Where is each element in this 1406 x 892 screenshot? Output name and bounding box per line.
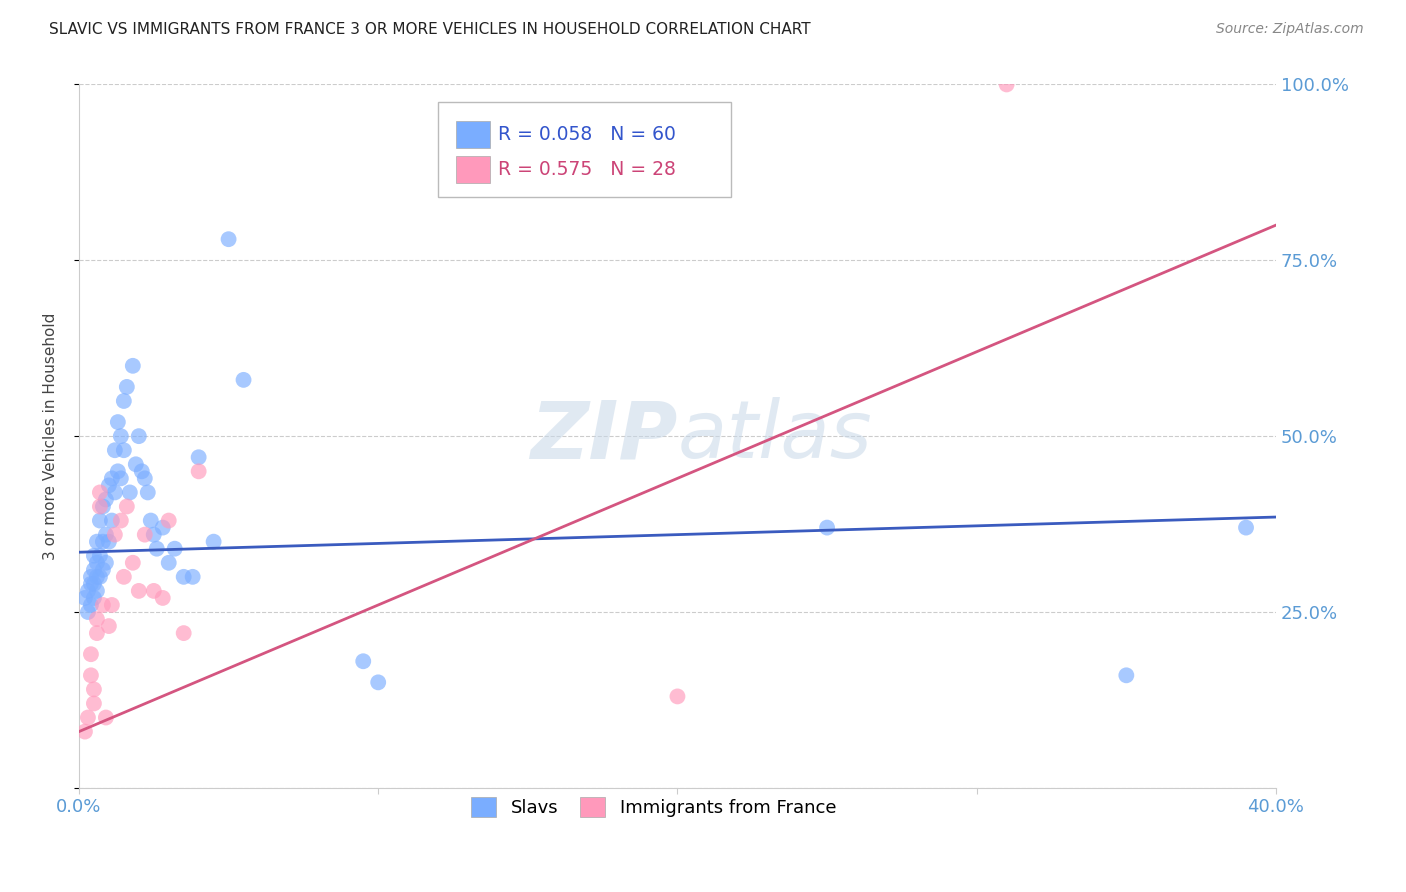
Point <box>145 541 167 556</box>
Point <box>73 724 96 739</box>
Point <box>94 527 117 541</box>
Point <box>89 570 111 584</box>
Point <box>77 605 100 619</box>
Point <box>157 514 180 528</box>
Point <box>83 591 105 605</box>
Point <box>121 556 143 570</box>
Point <box>77 583 100 598</box>
Point <box>107 415 129 429</box>
Point <box>202 534 225 549</box>
Point <box>89 500 111 514</box>
Point <box>77 710 100 724</box>
Point <box>104 527 127 541</box>
Point <box>173 570 195 584</box>
Point <box>128 583 150 598</box>
Point <box>163 541 186 556</box>
Point <box>134 527 156 541</box>
Point <box>89 514 111 528</box>
Point <box>80 570 103 584</box>
Bar <box>456 121 489 148</box>
Point <box>91 598 114 612</box>
Point <box>73 591 96 605</box>
Point <box>134 471 156 485</box>
Point <box>181 570 204 584</box>
Point <box>218 232 240 246</box>
Point <box>101 514 124 528</box>
Point <box>112 570 135 584</box>
Point <box>83 682 105 697</box>
Point <box>118 485 141 500</box>
FancyBboxPatch shape <box>439 102 731 197</box>
Point <box>815 520 838 534</box>
Text: SLAVIC VS IMMIGRANTS FROM FRANCE 3 OR MORE VEHICLES IN HOUSEHOLD CORRELATION CHA: SLAVIC VS IMMIGRANTS FROM FRANCE 3 OR MO… <box>49 22 811 37</box>
Point <box>112 394 135 409</box>
Point <box>91 534 114 549</box>
Point <box>173 626 195 640</box>
Point <box>91 563 114 577</box>
Point <box>97 619 120 633</box>
Y-axis label: 3 or more Vehicles in Household: 3 or more Vehicles in Household <box>44 312 58 560</box>
Point <box>83 563 105 577</box>
Text: atlas: atlas <box>678 397 872 475</box>
Point <box>101 598 124 612</box>
Point <box>110 429 132 443</box>
Text: Source: ZipAtlas.com: Source: ZipAtlas.com <box>1216 22 1364 37</box>
Point <box>83 697 105 711</box>
Point <box>112 443 135 458</box>
Point <box>352 654 374 668</box>
Point <box>86 626 108 640</box>
Point <box>367 675 389 690</box>
Point <box>94 492 117 507</box>
Point <box>115 500 138 514</box>
Point <box>110 514 132 528</box>
Point <box>94 710 117 724</box>
Legend: Slavs, Immigrants from France: Slavs, Immigrants from France <box>464 790 844 824</box>
Point <box>86 612 108 626</box>
Point <box>121 359 143 373</box>
Point <box>125 458 148 472</box>
Point <box>101 471 124 485</box>
Point <box>86 583 108 598</box>
Point <box>97 534 120 549</box>
Point <box>232 373 254 387</box>
Point <box>128 429 150 443</box>
Point <box>1234 520 1257 534</box>
Point <box>152 520 174 534</box>
Point <box>97 478 120 492</box>
Point <box>80 598 103 612</box>
Point <box>80 647 103 661</box>
Point <box>136 485 159 500</box>
Point <box>86 556 108 570</box>
Point <box>115 380 138 394</box>
Point <box>110 471 132 485</box>
Point <box>91 500 114 514</box>
Point <box>666 690 689 704</box>
Point <box>89 485 111 500</box>
Bar <box>456 156 489 183</box>
Point <box>89 549 111 563</box>
Text: R = 0.058   N = 60: R = 0.058 N = 60 <box>498 125 676 144</box>
Point <box>995 78 1018 92</box>
Point <box>131 464 153 478</box>
Point <box>86 570 108 584</box>
Point <box>107 464 129 478</box>
Point <box>187 464 209 478</box>
Point <box>83 577 105 591</box>
Text: R = 0.575   N = 28: R = 0.575 N = 28 <box>498 160 676 179</box>
Point <box>80 577 103 591</box>
Point <box>104 485 127 500</box>
Point <box>80 668 103 682</box>
Point <box>142 527 165 541</box>
Point <box>142 583 165 598</box>
Point <box>104 443 127 458</box>
Point <box>83 549 105 563</box>
Point <box>139 514 162 528</box>
Point <box>157 556 180 570</box>
Point <box>86 534 108 549</box>
Point <box>94 556 117 570</box>
Point <box>187 450 209 465</box>
Text: ZIP: ZIP <box>530 397 678 475</box>
Point <box>1115 668 1137 682</box>
Point <box>152 591 174 605</box>
